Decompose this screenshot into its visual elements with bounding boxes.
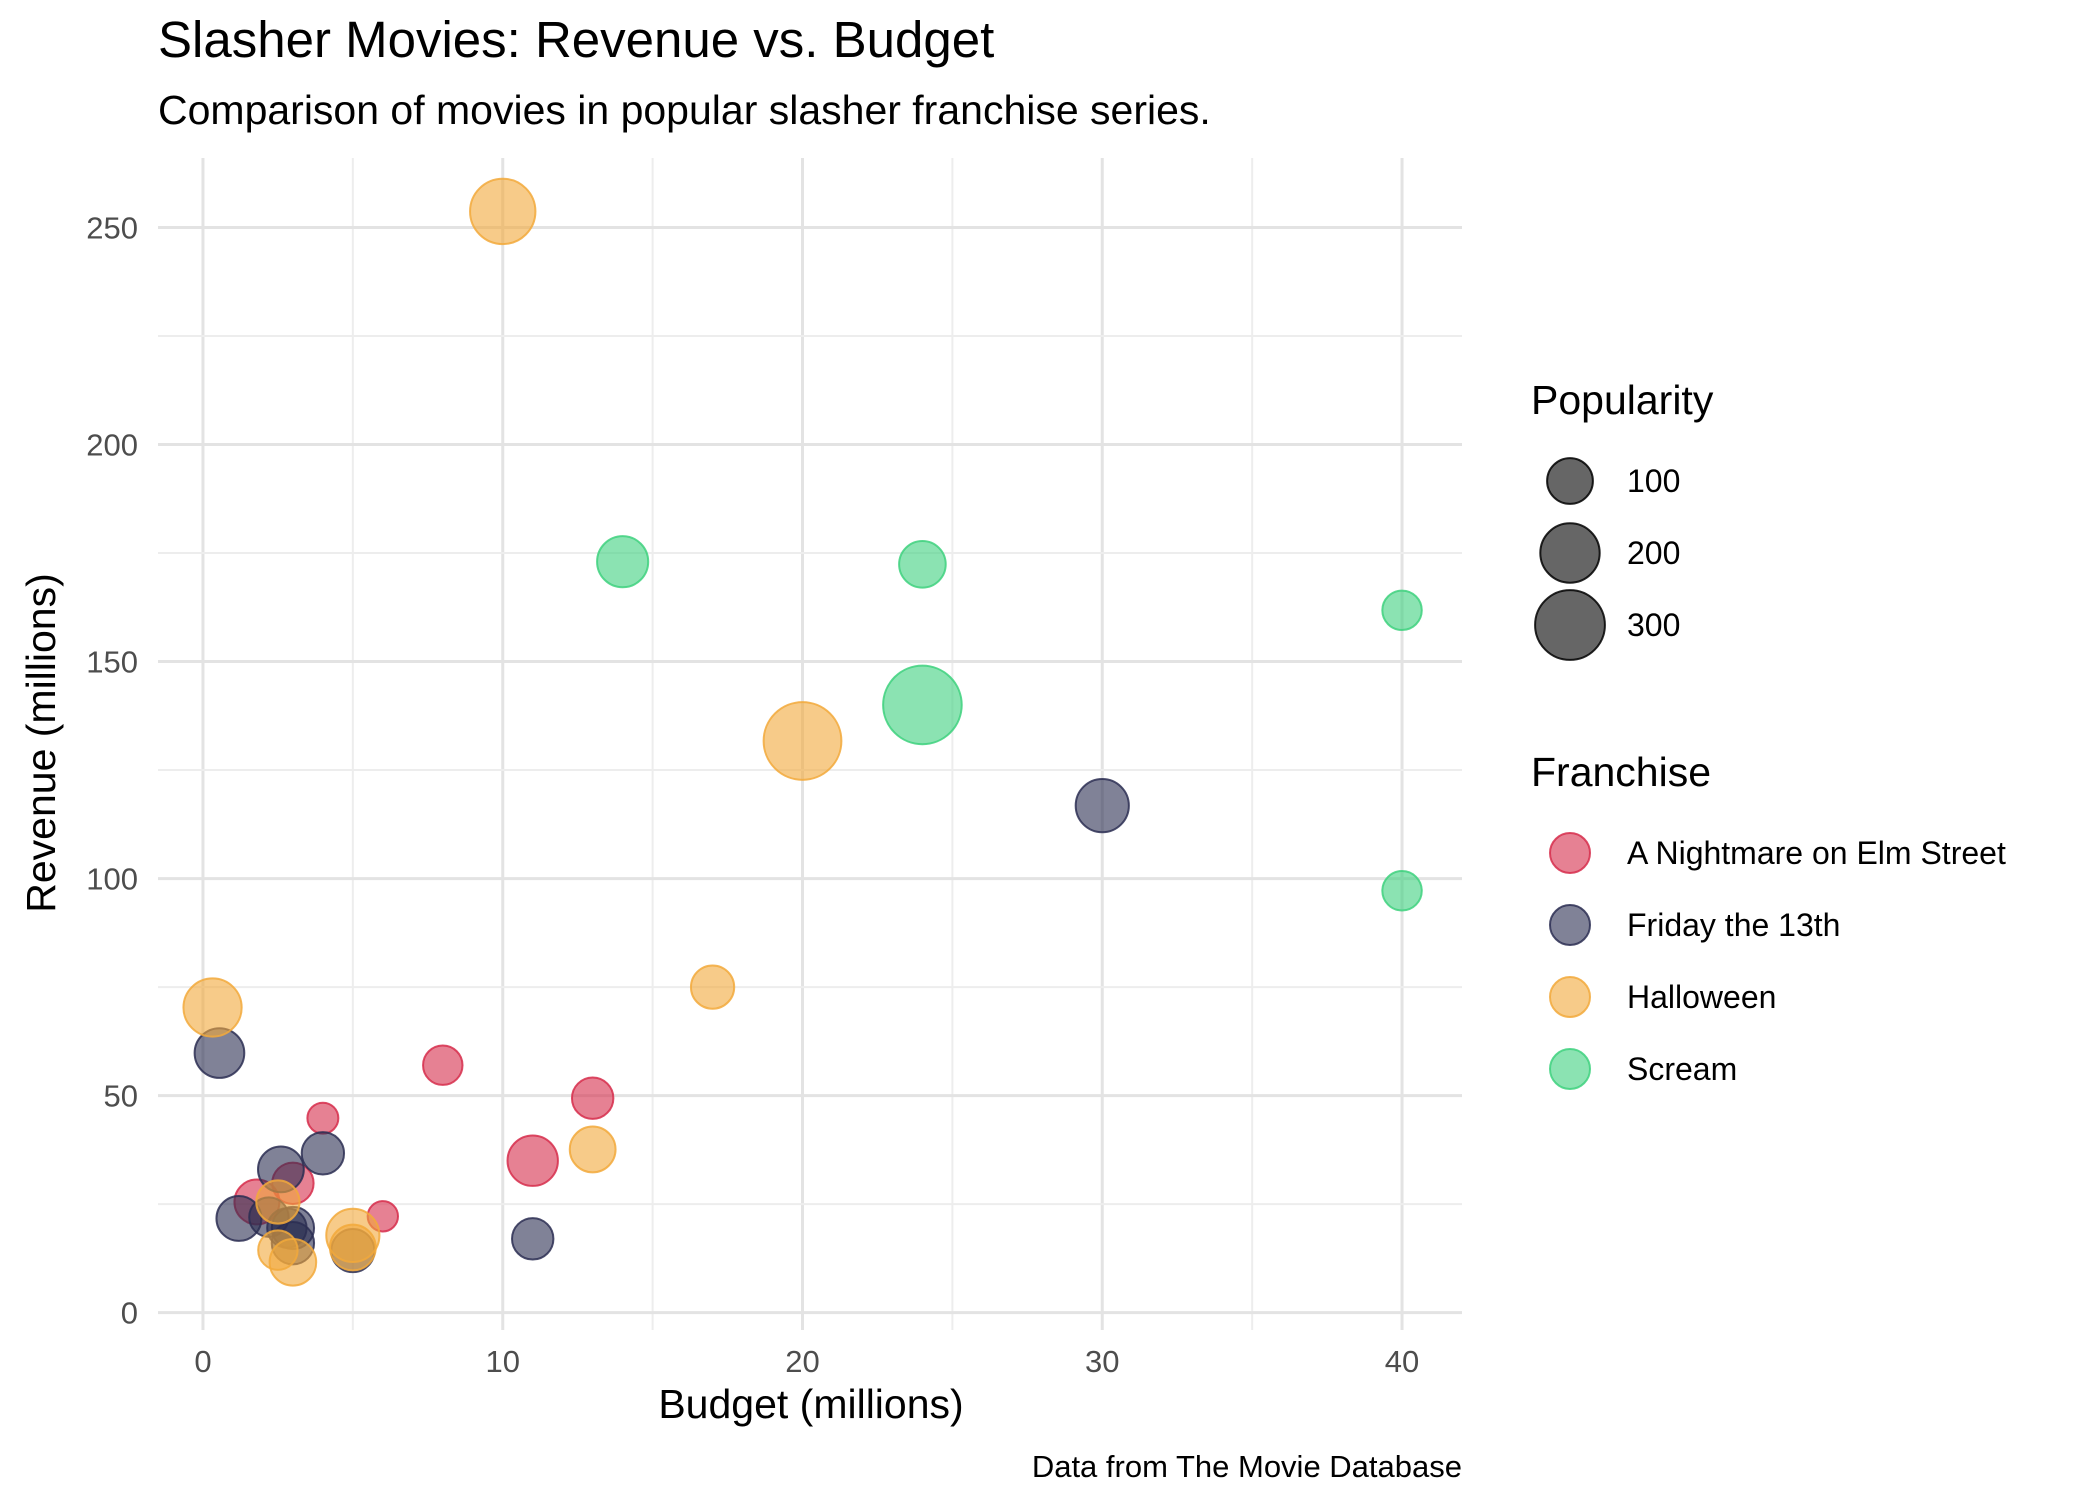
y-axis-ticks: 0 50 100 150 200 250 — [86, 210, 138, 1330]
data-point — [762, 701, 843, 781]
data-point — [689, 964, 736, 1010]
color-legend-label: Friday the 13th — [1627, 907, 1840, 943]
size-legend-label: 200 — [1627, 535, 1680, 571]
size-legend-keys: 100 200 300 — [1534, 457, 1680, 661]
size-legend-key — [1546, 457, 1594, 505]
x-tick-label: 40 — [1385, 1344, 1419, 1379]
color-legend-title: Franchise — [1531, 749, 1711, 795]
x-tick-label: 20 — [785, 1344, 819, 1379]
color-legend-label: Scream — [1627, 1051, 1737, 1087]
data-point — [300, 1131, 346, 1176]
y-tick-label: 200 — [86, 427, 138, 462]
data-point — [596, 535, 650, 589]
color-legend-label: A Nightmare on Elm Street — [1627, 835, 2006, 871]
data-point — [422, 1044, 464, 1086]
color-legend-key — [1549, 832, 1591, 874]
data-point — [268, 1237, 318, 1287]
data-point — [1074, 778, 1130, 834]
data-point — [328, 1223, 377, 1272]
chart-caption: Data from The Movie Database — [1032, 1449, 1462, 1484]
data-point — [469, 177, 537, 246]
data-point — [1381, 869, 1423, 912]
size-legend-key — [1539, 522, 1601, 584]
y-axis-title: Revenue (millions) — [18, 573, 64, 913]
size-legend-label: 300 — [1627, 607, 1680, 643]
data-point — [898, 539, 947, 589]
color-legend-key — [1549, 976, 1591, 1018]
data-point — [882, 664, 963, 746]
data-point — [506, 1134, 559, 1187]
data-point — [511, 1217, 555, 1261]
x-tick-label: 0 — [194, 1344, 211, 1379]
y-tick-label: 150 — [86, 645, 138, 680]
size-legend-label: 100 — [1627, 463, 1680, 499]
plot-area: 0 10 20 30 40 0 50 100 150 200 250 — [86, 158, 1462, 1379]
x-axis-title: Budget (millions) — [658, 1381, 963, 1427]
data-point — [1381, 589, 1423, 632]
data-point — [306, 1101, 340, 1135]
size-legend: Popularity 100 200 300 — [1531, 377, 1714, 661]
chart-title: Slasher Movies: Revenue vs. Budget — [158, 11, 994, 68]
y-tick-label: 250 — [86, 210, 138, 245]
chart-subtitle: Comparison of movies in popular slasher … — [158, 87, 1211, 133]
y-tick-label: 0 — [121, 1296, 138, 1331]
y-tick-label: 50 — [104, 1079, 138, 1114]
x-axis-ticks: 0 10 20 30 40 — [194, 1344, 1419, 1379]
data-point — [255, 1179, 301, 1225]
color-legend-label: Halloween — [1627, 979, 1776, 1015]
color-legend-keys: A Nightmare on Elm Street Friday the 13th… — [1549, 832, 2006, 1090]
data-points — [182, 177, 1423, 1287]
data-point — [568, 1125, 617, 1174]
x-tick-label: 10 — [485, 1344, 519, 1379]
size-legend-key — [1534, 589, 1606, 661]
data-point — [182, 977, 243, 1038]
color-legend-key — [1549, 1048, 1591, 1090]
color-legend-key — [1549, 904, 1591, 946]
data-point — [570, 1076, 615, 1120]
y-tick-label: 100 — [86, 862, 138, 897]
size-legend-title: Popularity — [1531, 377, 1714, 423]
x-tick-label: 30 — [1085, 1344, 1119, 1379]
color-legend: Franchise A Nightmare on Elm Street Frida… — [1531, 749, 2006, 1090]
